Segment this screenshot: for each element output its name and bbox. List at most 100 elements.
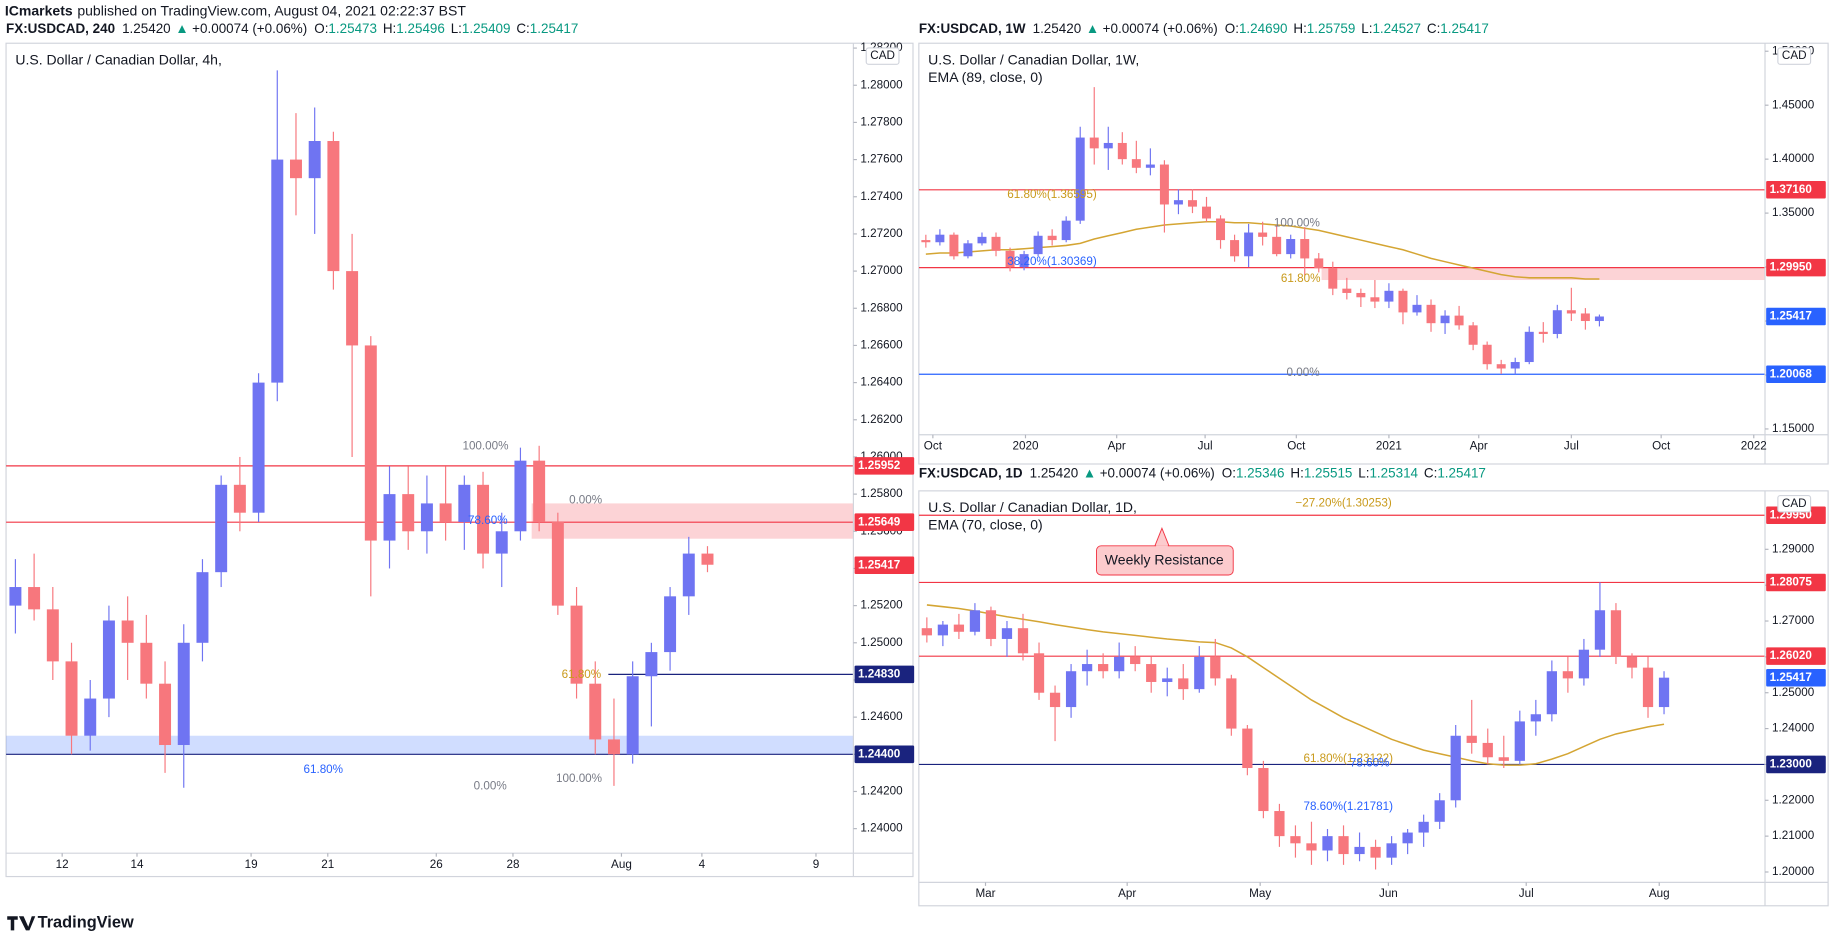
price-label: 1.37160 [1770,183,1813,196]
y-tick-label: 1.29000 [1772,542,1815,555]
candle-body [1440,315,1450,324]
x-tick-label: 2020 [1013,440,1039,453]
symbol: FX:USDCAD, 240 [6,21,115,36]
y-tick-label: 1.26800 [860,301,903,314]
candle-body [1398,290,1408,313]
candle-body [1075,137,1085,221]
price-label: 1.20068 [1770,367,1813,380]
candle-body [1162,678,1173,682]
price-label-box [1766,573,1826,592]
x-tick-label: Aug [1649,887,1670,900]
ohlc-value: 1.25417 [1437,465,1486,480]
fib-label: 61.80%(1.36595) [1007,188,1097,201]
x-tick-label: Oct [924,440,943,453]
y-tick-label: 1.15000 [1772,422,1815,435]
candle-body [1468,325,1478,345]
candle-body [1328,268,1338,289]
x-tick-label: 2021 [1376,440,1402,453]
plot-area: 100.00% 78.60% 0.00% 61.80% 61.80% 100.00% 0.0… [6,70,854,793]
candle-body [346,271,359,346]
candle-body [1114,656,1125,672]
candle-body [1370,297,1380,302]
ohlc-key: H: [383,21,396,36]
candle-body [1514,721,1525,761]
x-tick-label: 28 [506,858,519,871]
ohlc-value: 1.25496 [396,21,445,36]
price-label-box [1766,181,1826,199]
ohlc-value: 1.24690 [1239,21,1288,36]
y-tick-label: 1.40000 [1772,152,1815,165]
fib-label: 78.60% [1350,756,1390,769]
candle-body [551,521,564,606]
candle-body [233,484,246,513]
currency: CAD [1782,497,1807,510]
y-tick-label: 1.35000 [1772,206,1815,219]
y-tick-label: 1.24600 [860,710,903,723]
candle-body [1258,768,1269,812]
ohlc-value: 1.25417 [530,21,579,36]
price-label-box [1766,669,1826,687]
x-tick-label: 26 [430,858,443,871]
price-label: 1.25952 [858,459,901,472]
fib-label: 78.60% [468,514,508,527]
candle-body [1286,239,1296,255]
x-tick-label: 2022 [1741,440,1767,453]
candle-body [1580,313,1590,322]
y-tick-label: 1.24000 [860,822,903,835]
candle-body [1194,656,1205,690]
x-tick-label: 9 [813,858,820,871]
y-tick-label: 1.27000 [860,264,903,277]
candle-body [1159,164,1169,205]
fib-label: 61.80%(1.23122) [1303,752,1393,765]
candle-body [1244,232,1254,257]
candle-body [1642,667,1654,708]
candle-body [1103,142,1113,149]
price-label: 1.25417 [858,558,900,571]
candle-body [1412,304,1422,313]
candle-body [1434,800,1445,822]
candle-body [1354,846,1365,855]
chart-title: U.S. Dollar / Canadian Dollar, 4h, [15,51,221,67]
plot-area: −27.20%(1.30253) 61.80%(1.23122)78.60% 78.… [918,496,1766,870]
x-tick-label: Oct [1287,440,1306,453]
price-label: 1.25649 [858,515,901,528]
ohlc-key: O: [1222,465,1236,480]
candle-body [1049,692,1061,708]
candle-body [1098,664,1109,672]
candle-body [196,572,209,643]
publish-line: ICmarkets published on TradingView.com, A… [5,2,466,18]
y-tick-label: 1.25000 [1772,686,1815,699]
currency-badge [865,47,900,65]
ema-line [926,604,1665,766]
x-tick-label: Jul [1519,887,1534,900]
y-tick-label: 1.27400 [860,190,903,203]
candle-body [1496,364,1506,369]
x-tick-label: Jul [1564,440,1579,453]
candle-body [1146,664,1157,682]
candle-body [327,141,340,272]
currency-badge [1777,47,1812,65]
x-tick-label: 12 [56,858,69,871]
currency-badge [1777,494,1812,513]
candle-body [969,610,981,632]
y-tick-label: 1.27600 [860,153,903,166]
candle-body [439,503,452,522]
zone [1321,267,1766,281]
candle-body [102,620,115,699]
y-tick-label: 1.25800 [860,487,903,500]
x-tick-label: 4 [699,858,706,871]
price-label: 1.26020 [1770,649,1813,662]
candle-body [1482,742,1493,758]
price-label-box [1766,258,1826,277]
change: +0.00074 (+0.06%) [1100,465,1215,480]
candle-body [1370,846,1381,858]
candle-body [1173,200,1183,205]
candle-body [937,624,949,636]
change-arrow: ▲ [1086,21,1099,36]
candle-body [1131,159,1141,168]
candle-body [935,234,945,243]
candle-body [1384,290,1394,302]
